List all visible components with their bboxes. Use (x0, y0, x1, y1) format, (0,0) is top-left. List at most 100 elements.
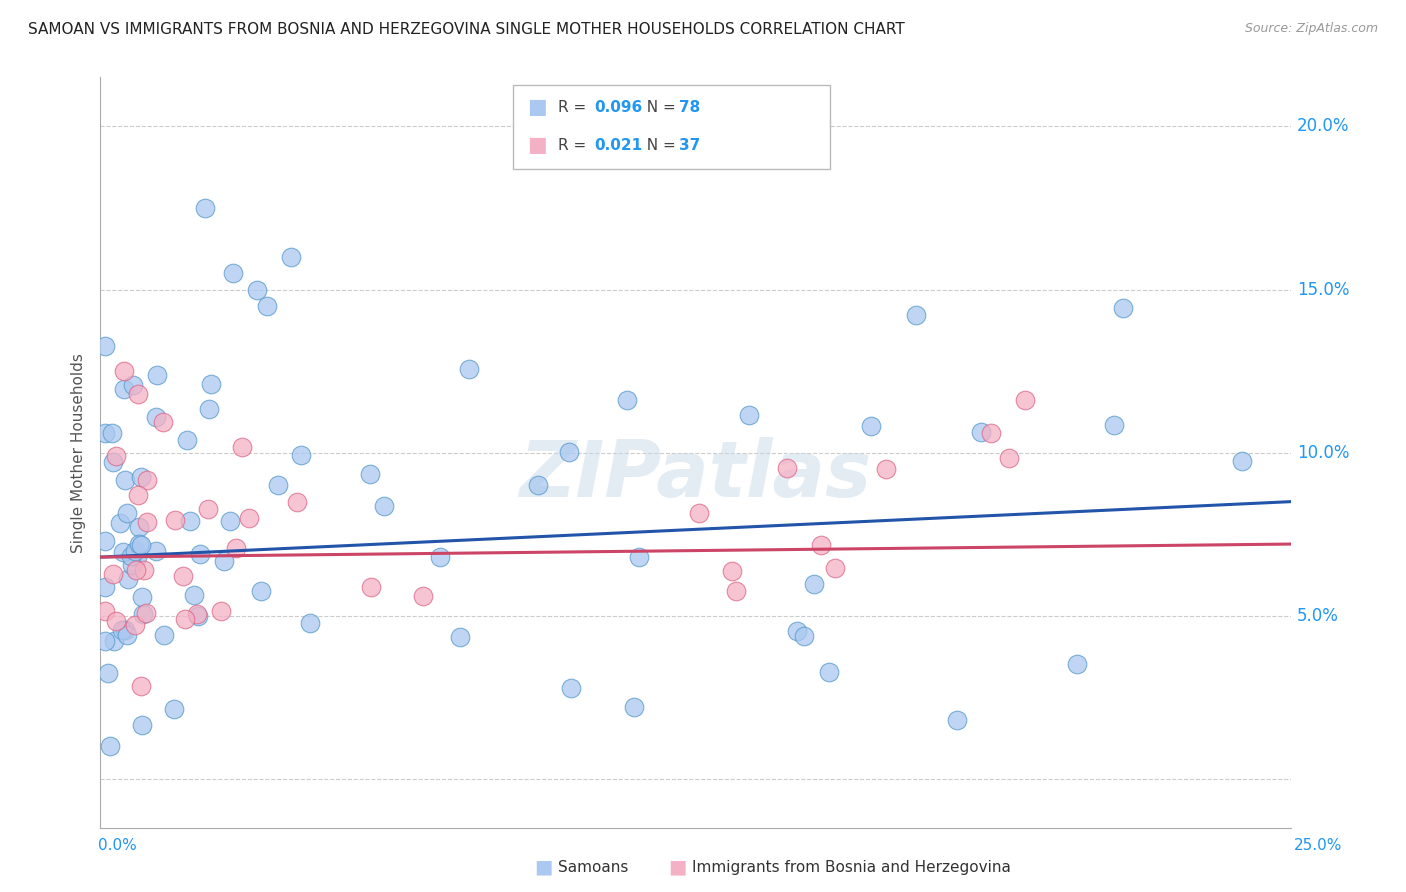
Point (200, 376, 222, 391)
Point (121, 378, 143, 392)
Point (360, 581, 382, 595)
Point (135, 607, 157, 621)
Point (94, 633, 117, 648)
Point (810, 538, 832, 552)
Point (112, 382, 135, 396)
Point (1112, 301, 1135, 315)
Text: Samoans: Samoans (558, 860, 628, 874)
Text: 20.0%: 20.0% (1296, 118, 1350, 136)
Point (724, 584, 747, 599)
Text: 5.0%: 5.0% (1296, 607, 1339, 624)
Point (188, 547, 211, 561)
Point (197, 501, 219, 516)
Point (131, 590, 153, 604)
Point (1066, 657, 1088, 671)
Text: ■: ■ (527, 136, 547, 155)
Point (134, 563, 156, 577)
Point (793, 629, 815, 643)
Point (429, 549, 451, 564)
Point (124, 618, 146, 632)
Point (103, 455, 125, 469)
Point (103, 634, 125, 648)
Point (111, 545, 134, 559)
Text: 10.0%: 10.0% (1296, 443, 1350, 462)
Point (108, 516, 131, 531)
Point (1102, 418, 1125, 433)
Point (623, 700, 645, 714)
Point (905, 308, 928, 322)
Point (737, 408, 759, 422)
Point (125, 563, 148, 577)
Point (145, 544, 167, 558)
Point (97, 666, 120, 681)
Point (145, 368, 167, 383)
Point (222, 266, 245, 280)
Point (115, 628, 138, 642)
Point (187, 609, 209, 624)
Point (172, 569, 194, 583)
Point (458, 361, 481, 376)
Point (238, 511, 260, 525)
Point (104, 614, 127, 628)
Text: 78: 78 (679, 100, 700, 114)
Point (127, 488, 149, 502)
Point (824, 561, 846, 575)
Point (627, 549, 650, 564)
Point (231, 440, 253, 454)
Text: 0.021: 0.021 (595, 138, 643, 153)
Point (688, 506, 710, 520)
Point (111, 623, 134, 637)
Text: Source: ZipAtlas.com: Source: ZipAtlas.com (1244, 22, 1378, 36)
Point (1230, 454, 1253, 468)
Point (359, 467, 381, 481)
Point (120, 549, 142, 564)
Point (560, 681, 582, 695)
Point (875, 462, 897, 476)
Point (115, 506, 138, 520)
Point (94, 425, 117, 440)
Point (136, 516, 159, 530)
Point (969, 425, 991, 439)
Point (246, 283, 269, 297)
Point (186, 607, 208, 621)
Point (94, 339, 117, 353)
Point (998, 451, 1021, 466)
Point (373, 499, 395, 513)
Text: Immigrants from Bosnia and Herzegovina: Immigrants from Bosnia and Herzegovina (692, 860, 1011, 874)
Point (165, 513, 187, 527)
Text: 0.096: 0.096 (595, 100, 643, 114)
Point (179, 514, 201, 528)
Point (194, 201, 217, 215)
Point (412, 589, 434, 603)
Point (209, 604, 232, 618)
Point (125, 549, 148, 564)
Point (285, 495, 308, 509)
Point (128, 519, 150, 533)
Point (803, 577, 825, 591)
Point (129, 679, 152, 693)
Point (101, 426, 124, 441)
Point (152, 415, 174, 429)
Point (112, 364, 135, 378)
Text: 37: 37 (679, 138, 700, 153)
Point (225, 541, 247, 556)
Y-axis label: Single Mother Households: Single Mother Households (72, 352, 86, 553)
Point (616, 392, 638, 407)
Text: N =: N = (637, 138, 681, 153)
Point (449, 630, 471, 644)
Text: R =: R = (558, 100, 592, 114)
Point (299, 616, 322, 631)
Point (94, 580, 117, 594)
Text: N =: N = (637, 100, 681, 114)
Point (103, 566, 125, 581)
Point (94, 533, 117, 548)
Text: 0.0%: 0.0% (98, 838, 138, 853)
Point (114, 624, 136, 638)
Point (121, 558, 143, 572)
Text: ■: ■ (527, 97, 547, 117)
Point (946, 714, 969, 728)
Text: SAMOAN VS IMMIGRANTS FROM BOSNIA AND HERZEGOVINA SINGLE MOTHER HOUSEHOLDS CORREL: SAMOAN VS IMMIGRANTS FROM BOSNIA AND HER… (28, 22, 905, 37)
Point (152, 628, 174, 642)
Point (104, 449, 127, 463)
Text: ZIPatlas: ZIPatlas (519, 437, 872, 513)
